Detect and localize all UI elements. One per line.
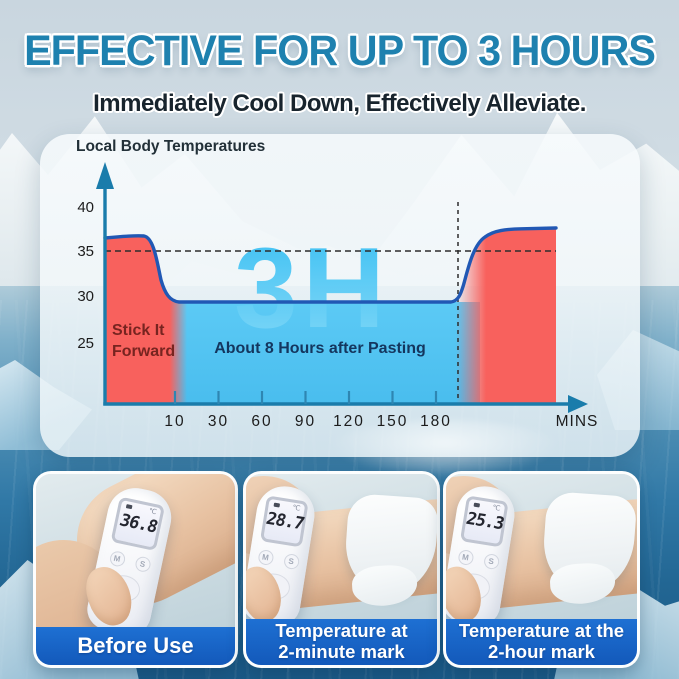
svg-text:60: 60 (251, 413, 272, 430)
page-title: EFFECTIVE FOR UP TO 3 HOURS (24, 27, 656, 75)
thermometer-display: ℃ 25.3 (460, 495, 509, 548)
area-during-pasting (170, 302, 480, 404)
thermometer-s-button: S (482, 552, 500, 571)
caption-line: Temperature at (275, 620, 408, 642)
caption-line: 2-hour mark (488, 641, 595, 662)
lcd-celsius-icon: ℃ (491, 504, 501, 513)
svg-text:10: 10 (164, 413, 185, 430)
temperature-curve (103, 226, 558, 304)
thermometer-m-button: M (256, 548, 275, 566)
thermometer-s-button: S (282, 552, 300, 571)
thermometer-display: ℃ 28.7 (260, 495, 309, 548)
y-tick-labels: 40 35 30 25 (77, 199, 94, 352)
svg-text:150: 150 (377, 413, 409, 430)
svg-text:30: 30 (77, 288, 94, 305)
photo-2-hour: ℃ 25.3 M S (446, 474, 637, 619)
svg-text:25: 25 (77, 335, 94, 352)
x-axis-arrow-icon (568, 395, 588, 413)
svg-text:90: 90 (295, 413, 316, 430)
svg-text:40: 40 (77, 199, 94, 216)
thermometer-s-button: S (133, 555, 152, 574)
x-axis-unit-label: MINS (556, 413, 599, 430)
lcd-mode-icon (473, 502, 481, 508)
photo-card-2-hour: ℃ 25.3 M S Temperature at the 2-hour mar… (443, 471, 640, 668)
svg-text:35: 35 (77, 243, 94, 260)
three-hour-label: 3H (234, 225, 390, 352)
photo-2-minute: ℃ 28.7 M S (246, 474, 437, 619)
photo-card-2-minute: ℃ 28.7 M S Temperature at 2-minute mark (243, 471, 440, 668)
photo-card-before-use: ℃ 36.8 M S Before Use (33, 471, 238, 668)
svg-text:180: 180 (420, 413, 452, 430)
caption-banner: Temperature at the 2-hour mark (446, 619, 637, 665)
lcd-celsius-icon: ℃ (291, 504, 301, 513)
x-tick-labels: 10 30 60 90 120 150 180 (164, 413, 452, 430)
svg-text:30: 30 (208, 413, 229, 430)
photo-before-use: ℃ 36.8 M S (36, 474, 235, 627)
caption-banner: Before Use (36, 627, 235, 665)
caption-line: Before Use (77, 632, 194, 658)
region-label-after-pasting: About 8 Hours after Pasting (214, 340, 426, 357)
thermometer-m-button: M (456, 548, 475, 566)
caption-line: 2-minute mark (278, 641, 405, 662)
caption-line: Temperature at the (458, 620, 625, 642)
thermometer-m-button: M (108, 549, 126, 568)
svg-text:120: 120 (333, 413, 365, 430)
x-tick-marks (173, 391, 438, 404)
chart-panel: 3H Local Body Temperatures 40 (40, 134, 640, 457)
y-axis-arrow-icon (96, 162, 114, 189)
caption-banner: Temperature at 2-minute mark (246, 619, 437, 665)
lcd-celsius-icon: ℃ (148, 507, 158, 517)
area-after-removal (456, 228, 556, 404)
area-before-pasting (105, 235, 187, 404)
page-subtitle: Immediately Cool Down, Effectively Allev… (93, 90, 586, 117)
thermometer-display: ℃ 36.8 (110, 496, 166, 552)
lcd-mode-icon (125, 504, 133, 510)
temperature-chart: 3H Local Body Temperatures 40 (76, 138, 599, 430)
chart-title: Local Body Temperatures (76, 138, 265, 155)
svg-text:Stick It: Stick It (112, 322, 165, 339)
svg-text:Forward: Forward (112, 343, 175, 360)
lcd-mode-icon (273, 502, 281, 508)
region-label-stick-it-forward: Stick It Forward (112, 322, 175, 360)
